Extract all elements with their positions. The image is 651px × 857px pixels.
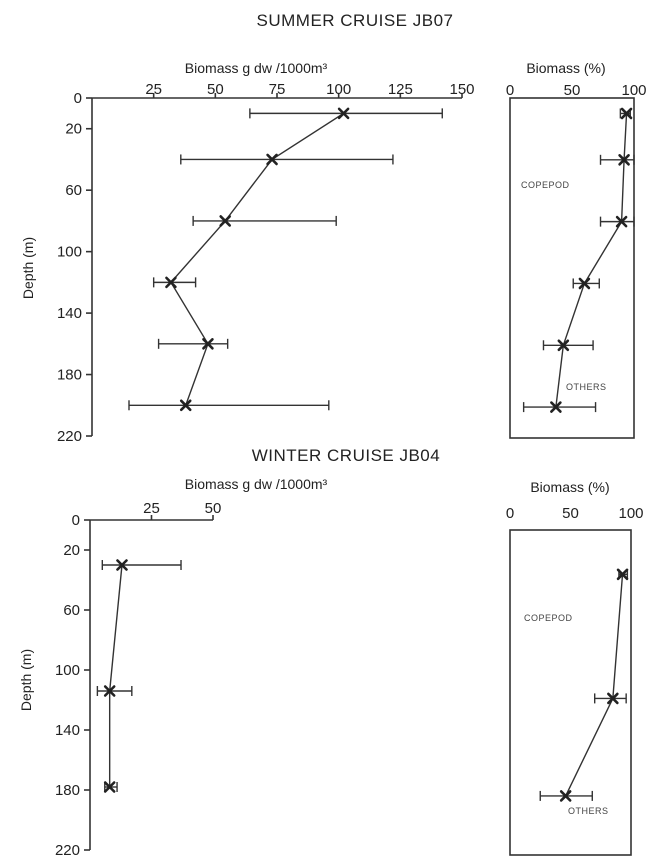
summer-xtick-label: 100 [326,81,351,98]
summer-xtick-label: 150 [449,81,474,98]
winter-xtick-label: 25 [143,500,160,517]
summer-ytick-label: 0 [74,90,82,107]
winter-ytick-label: 0 [72,512,80,529]
summer-data-point [266,153,278,166]
winter-ytick-label: 20 [63,542,80,559]
summer-pct-xtick-label: 100 [621,82,646,99]
winter-pct-xtick-label: 100 [618,505,643,522]
summer-pct-xtick-label: 50 [564,82,581,99]
summer-title: SUMMER CRUISE JB07 [257,11,454,30]
winter-data-point [116,559,128,571]
winter-others-label: OTHERS [568,806,609,816]
winter-data-point [103,685,116,697]
winter-data-point [103,781,116,793]
summer-pct-plot: 0 50 100 [506,82,647,439]
winter-pct-data-point [607,692,619,705]
summer-xtick-label: 25 [145,81,162,98]
summer-pct-xlabel: Biomass (%) [526,60,605,76]
summer-ytick-label: 60 [65,182,82,199]
winter-title: WINTER CRUISE JB04 [252,446,440,465]
summer-others-label: OTHERS [566,382,607,392]
summer-pct-data-point [620,107,633,120]
summer-pct-data-point [618,154,630,166]
summer-ylabel: Depth (m) [20,237,36,299]
winter-ytick-label: 220 [55,842,80,857]
summer-series-line [170,112,344,406]
summer-xtick-label: 50 [207,81,224,98]
winter-pct-data-point [616,568,629,581]
summer-pct-frame [509,97,635,439]
winter-series-line [108,564,123,787]
summer-copepod-label: COPEPOD [521,180,570,190]
winter-pct-frame [509,529,632,856]
summer-data-point [202,338,214,350]
summer-pct-data-point [550,401,562,413]
summer-pct-data-point [578,277,591,290]
summer-pct-data-point [615,215,628,228]
winter-ytick-label: 180 [55,782,80,799]
winter-pct-xtick-label: 0 [506,505,514,522]
summer-pct-data-point [557,339,570,352]
summer-plot: 25 50 75 100 125 150 0 20 60 100 140 180 220 [57,81,475,445]
summer-ytick-label: 140 [57,305,82,322]
summer-pct-series-line [555,113,628,408]
summer-data-point [219,215,231,227]
summer-ytick-label: 180 [57,367,82,384]
summer-ytick-label: 100 [57,244,82,261]
summer-data-point [179,399,192,412]
summer-ytick-label: 20 [65,121,82,138]
summer-ytick-label: 220 [57,428,82,445]
summer-xtick-label: 75 [269,81,286,98]
winter-pct-xlabel: Biomass (%) [530,479,609,495]
winter-ylabel: Depth (m) [18,649,34,711]
winter-xtick-label: 50 [205,500,222,517]
winter-pct-series-line [565,574,624,797]
summer-data-point [165,276,177,289]
summer-xlabel: Biomass g dw /1000m³ [185,60,328,76]
winter-xlabel: Biomass g dw /1000m³ [185,476,328,492]
winter-plot: 25 50 0 20 60 100 140 180 220 [55,500,221,857]
winter-copepod-label: COPEPOD [524,613,573,623]
winter-ytick-label: 60 [63,602,80,619]
winter-ytick-label: 140 [55,722,80,739]
summer-pct-xtick-label: 0 [506,82,514,99]
summer-xtick-label: 125 [388,81,413,98]
winter-ytick-label: 100 [55,662,80,679]
winter-pct-xtick-label: 50 [562,505,579,522]
summer-data-point [337,107,350,120]
winter-pct-data-point [559,790,572,802]
winter-pct-plot: 0 50 100 [506,505,644,856]
